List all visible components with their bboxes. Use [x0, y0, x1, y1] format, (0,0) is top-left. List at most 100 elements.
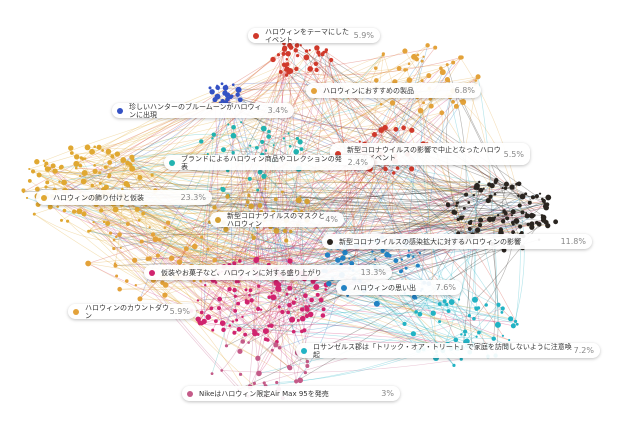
edge — [119, 286, 326, 290]
node — [280, 190, 284, 194]
node — [286, 310, 291, 315]
node — [120, 157, 127, 163]
node — [264, 149, 268, 152]
node — [227, 123, 230, 126]
node — [225, 194, 230, 199]
node — [387, 254, 392, 258]
edge — [105, 166, 283, 193]
node — [52, 168, 58, 174]
node — [469, 219, 473, 223]
edge — [280, 71, 437, 359]
edge — [282, 172, 394, 193]
node — [232, 261, 237, 266]
edge — [163, 102, 393, 276]
node — [277, 345, 282, 350]
node — [47, 204, 53, 210]
edge — [337, 251, 373, 262]
node — [281, 51, 286, 56]
node — [393, 126, 399, 132]
topic-share: 3% — [381, 389, 394, 398]
edge — [201, 217, 462, 313]
edge — [191, 205, 247, 267]
topic-dot — [253, 32, 259, 39]
edge — [139, 176, 548, 205]
node — [277, 305, 281, 309]
node — [108, 231, 113, 235]
node — [220, 187, 226, 193]
node — [117, 232, 122, 237]
node — [412, 255, 415, 259]
node — [83, 157, 87, 160]
edge — [460, 57, 523, 213]
node — [527, 200, 532, 205]
node — [79, 175, 82, 178]
node — [462, 206, 466, 210]
edge — [23, 127, 386, 193]
node — [464, 338, 470, 345]
topic-label: 新型コロナウイルスのマスクとハロウィン 4% — [210, 212, 344, 228]
node — [451, 60, 456, 65]
node — [205, 314, 212, 320]
node — [208, 86, 212, 90]
node — [244, 298, 248, 302]
node — [534, 220, 539, 225]
node — [445, 302, 449, 307]
topic-label: ハロウィンのカウントダウン 5.9% — [68, 304, 196, 320]
node — [183, 246, 189, 252]
node — [257, 284, 261, 288]
edge — [88, 263, 306, 297]
node — [303, 54, 310, 61]
node — [437, 302, 442, 306]
node — [545, 194, 552, 201]
node — [294, 379, 299, 384]
node — [251, 235, 256, 241]
node — [324, 48, 329, 52]
node — [317, 54, 321, 57]
node — [491, 336, 496, 341]
node — [373, 66, 378, 70]
node — [56, 205, 59, 208]
node — [34, 159, 40, 165]
edge — [122, 195, 212, 309]
node — [475, 74, 481, 80]
node — [309, 297, 314, 303]
edge — [289, 45, 519, 196]
node — [220, 82, 224, 86]
node — [496, 302, 501, 307]
edge — [262, 141, 493, 245]
node — [287, 302, 292, 308]
edge — [322, 54, 538, 197]
node — [220, 369, 223, 372]
topic-share: 4% — [325, 215, 338, 224]
edge — [416, 96, 469, 238]
node — [59, 218, 63, 222]
edge — [88, 211, 274, 232]
edge — [80, 175, 517, 240]
edge — [76, 167, 514, 233]
edge — [147, 257, 291, 262]
node — [476, 306, 481, 310]
edge — [122, 200, 475, 319]
edge — [239, 328, 469, 345]
node — [257, 169, 263, 175]
node — [342, 249, 348, 256]
node — [240, 339, 246, 344]
node — [510, 323, 516, 329]
edge — [446, 64, 467, 195]
node — [27, 179, 32, 183]
topic-share: 7.2% — [573, 346, 594, 355]
edge — [295, 151, 455, 366]
node — [472, 193, 476, 197]
node — [74, 166, 78, 170]
node — [152, 236, 159, 243]
node — [488, 194, 493, 199]
edge — [456, 205, 473, 346]
node — [543, 220, 549, 225]
node — [378, 127, 385, 133]
node — [199, 279, 202, 283]
node — [493, 192, 497, 196]
edge — [132, 153, 208, 161]
edge — [411, 168, 458, 204]
node — [79, 156, 83, 160]
node — [107, 160, 113, 165]
